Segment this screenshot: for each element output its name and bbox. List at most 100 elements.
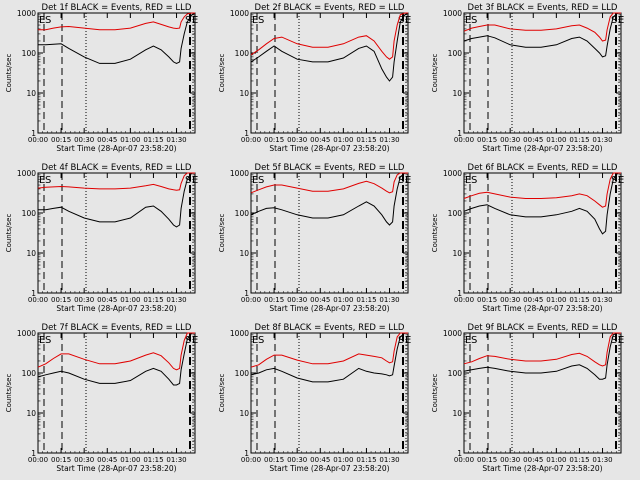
detector-panel-1f: Det 1f BLACK = Events, RED = LLD 1 10 100 10…	[5, 3, 198, 153]
x-tick-label: 00:30	[74, 456, 94, 464]
x-tick-label: 00:00	[454, 136, 474, 144]
y-tick-label: 1000	[17, 169, 36, 178]
x-axis-label: Start Time (28-Apr-07 23:58:20)	[269, 464, 389, 473]
panel-title: Det 5f BLACK = Events, RED = LLD	[255, 163, 405, 173]
y-axis-label: Counts/sec	[431, 214, 439, 253]
x-tick-label: 01:30	[166, 136, 186, 144]
panel-title: Det 8f BLACK = Events, RED = LLD	[255, 323, 405, 333]
y-tick-label: 1000	[443, 9, 462, 18]
events-line	[250, 12, 409, 82]
marker-label: S	[258, 15, 264, 26]
x-tick-label: 01:15	[143, 136, 163, 144]
marker-label: S	[45, 175, 51, 186]
x-tick-label: 01:00	[333, 136, 353, 144]
y-tick-label: 10	[26, 249, 36, 258]
events-line	[463, 172, 621, 235]
y-axis-label: Counts/sec	[5, 374, 13, 413]
x-tick-label: 01:00	[333, 296, 353, 304]
marker-label: S	[398, 175, 404, 186]
x-tick-label: 01:00	[120, 296, 140, 304]
x-tick-label: 01:30	[592, 456, 612, 464]
y-axis-label: Counts/sec	[431, 374, 439, 413]
y-tick-label: 1000	[17, 9, 36, 18]
y-axis-label: Counts/sec	[218, 54, 226, 93]
detector-panel-3f: Det 3f BLACK = Events, RED = LLD 1 10 100 10…	[431, 3, 624, 153]
detector-panel-5f: Det 5f BLACK = Events, RED = LLD 1 10 100 10…	[218, 163, 411, 313]
y-axis-label: Counts/sec	[431, 54, 439, 93]
marker-label: E	[465, 15, 471, 26]
y-tick-label: 100	[448, 209, 463, 218]
x-tick-label: 00:00	[241, 296, 261, 304]
y-tick-label: 10	[239, 249, 249, 258]
x-axis-label: Start Time (28-Apr-07 23:58:20)	[482, 304, 602, 313]
x-tick-label: 01:30	[379, 456, 399, 464]
panel-title: Det 1f BLACK = Events, RED = LLD	[42, 3, 192, 13]
lld-line	[37, 172, 195, 191]
y-tick-label: 1000	[443, 329, 462, 338]
events-line	[38, 172, 195, 228]
x-tick-label: 00:00	[241, 136, 261, 144]
y-tick-label: 1	[244, 129, 249, 138]
marker-label: S	[398, 335, 404, 346]
x-tick-label: 00:45	[523, 456, 543, 464]
x-tick-label: 01:15	[569, 136, 589, 144]
marker-label: E	[192, 15, 198, 26]
y-axis-label: Counts/sec	[5, 214, 13, 253]
marker-label: S	[611, 175, 617, 186]
y-tick-label: 1	[31, 289, 36, 298]
y-tick-label: 100	[235, 369, 250, 378]
y-tick-label: 1	[244, 449, 249, 458]
marker-label: E	[465, 175, 471, 186]
marker-label: S	[471, 335, 477, 346]
x-tick-label: 01:30	[592, 296, 612, 304]
y-tick-label: 100	[448, 369, 463, 378]
y-tick-label: 100	[22, 369, 37, 378]
x-tick-label: 01:30	[166, 296, 186, 304]
events-line	[463, 12, 621, 58]
lld-line	[463, 12, 621, 42]
marker-label: S	[185, 175, 191, 186]
marker-label: E	[618, 15, 624, 26]
x-tick-label: 01:15	[143, 296, 163, 304]
x-tick-label: 01:00	[546, 296, 566, 304]
y-tick-label: 10	[26, 409, 36, 418]
x-tick-label: 00:30	[500, 136, 520, 144]
x-tick-label: 01:00	[333, 456, 353, 464]
x-axis-label: Start Time (28-Apr-07 23:58:20)	[56, 304, 176, 313]
x-tick-label: 00:15	[51, 296, 71, 304]
marker-label: S	[258, 175, 264, 186]
x-tick-label: 00:00	[28, 296, 48, 304]
marker-label: E	[39, 175, 45, 186]
y-tick-label: 1000	[17, 329, 36, 338]
marker-label: S	[45, 335, 51, 346]
y-tick-label: 1	[244, 289, 249, 298]
x-tick-label: 00:00	[28, 456, 48, 464]
x-tick-label: 00:30	[74, 136, 94, 144]
detector-panel-4f: Det 4f BLACK = Events, RED = LLD 1 10 100 10…	[5, 163, 198, 313]
y-axis-label: Counts/sec	[218, 374, 226, 413]
y-tick-label: 100	[22, 49, 37, 58]
y-tick-label: 100	[235, 49, 250, 58]
x-tick-label: 00:00	[241, 456, 261, 464]
marker-label: E	[39, 335, 45, 346]
x-tick-label: 00:45	[523, 296, 543, 304]
y-tick-label: 100	[22, 209, 37, 218]
events-line	[38, 12, 196, 64]
events-line	[37, 332, 195, 386]
x-tick-label: 00:30	[500, 296, 520, 304]
x-tick-label: 01:30	[592, 136, 612, 144]
x-axis-label: Start Time (28-Apr-07 23:58:20)	[56, 464, 176, 473]
x-axis-label: Start Time (28-Apr-07 23:58:20)	[482, 144, 602, 153]
x-axis-label: Start Time (28-Apr-07 23:58:20)	[482, 464, 602, 473]
x-tick-label: 00:45	[97, 456, 117, 464]
x-tick-label: 01:15	[356, 456, 376, 464]
marker-label: S	[611, 335, 617, 346]
x-tick-label: 01:15	[569, 456, 589, 464]
x-tick-label: 00:15	[477, 456, 497, 464]
x-tick-label: 00:00	[454, 456, 474, 464]
x-tick-label: 00:30	[500, 456, 520, 464]
x-tick-label: 00:15	[51, 136, 71, 144]
y-tick-label: 10	[452, 249, 462, 258]
marker-label: S	[45, 15, 51, 26]
x-tick-label: 00:30	[74, 296, 94, 304]
